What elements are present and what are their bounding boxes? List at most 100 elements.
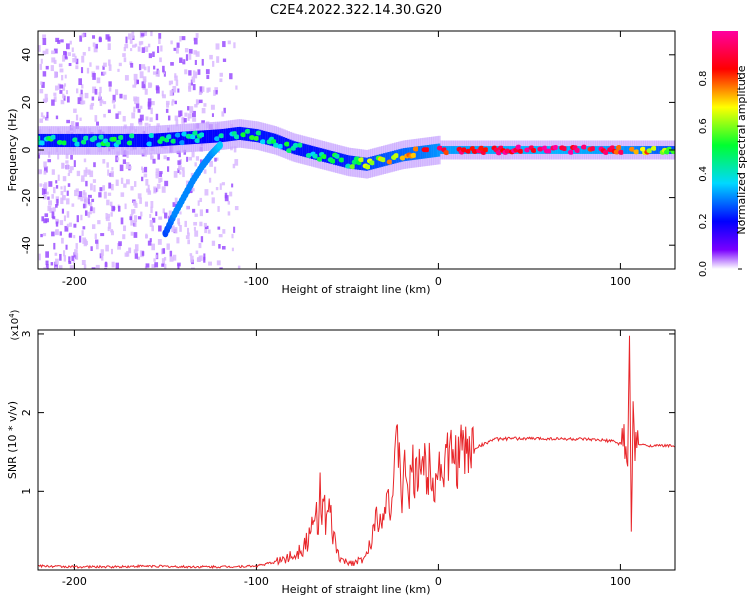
noise-speckle xyxy=(160,177,163,183)
noise-speckle xyxy=(115,89,119,96)
noise-speckle xyxy=(169,256,174,262)
noise-speckle xyxy=(150,100,155,106)
noise-speckle xyxy=(136,256,140,260)
noise-speckle xyxy=(88,46,91,52)
noise-speckle xyxy=(151,217,156,223)
noise-speckle xyxy=(112,94,116,102)
noise-speckle xyxy=(58,63,63,68)
noise-speckle xyxy=(39,63,42,70)
noise-speckle xyxy=(171,225,175,233)
ridge-band xyxy=(332,151,336,165)
ridge-band xyxy=(134,133,138,148)
noise-speckle xyxy=(110,171,114,178)
noise-speckle xyxy=(96,77,101,84)
ridge-peak xyxy=(233,134,240,140)
noise-speckle xyxy=(134,181,137,187)
noise-speckle xyxy=(130,220,135,226)
noise-speckle xyxy=(68,232,73,238)
noise-speckle xyxy=(132,209,136,214)
ridge-peak xyxy=(515,144,522,150)
noise-speckle xyxy=(219,78,223,83)
noise-speckle xyxy=(82,237,87,244)
ridge-band xyxy=(308,145,312,159)
ridge-band xyxy=(131,133,135,148)
noise-speckle xyxy=(174,227,178,234)
noise-speckle xyxy=(166,243,170,250)
ridge-band xyxy=(415,146,419,160)
noise-speckle xyxy=(65,244,68,250)
noise-speckle xyxy=(53,242,56,250)
noise-speckle xyxy=(161,186,166,193)
noise-speckle xyxy=(55,185,59,189)
ridge-peak xyxy=(602,149,609,155)
ridge-band xyxy=(214,129,218,143)
spectrogram-y-ticks: -40 -20 0 20 40 xyxy=(20,48,675,254)
noise-speckle xyxy=(194,59,197,65)
ridge-peak xyxy=(546,148,553,154)
ridge-band xyxy=(295,141,299,155)
noise-speckle xyxy=(148,53,152,59)
noise-speckle xyxy=(140,33,145,37)
noise-speckle xyxy=(75,243,78,249)
noise-speckle xyxy=(177,168,180,174)
noise-speckle xyxy=(163,256,167,261)
noise-speckle xyxy=(50,262,54,266)
ridge-band xyxy=(638,146,642,154)
noise-speckle xyxy=(44,213,49,218)
noise-speckle xyxy=(222,41,226,48)
noise-speckle xyxy=(203,169,207,174)
noise-speckle xyxy=(43,187,47,195)
noise-speckle xyxy=(134,221,137,227)
noise-speckle xyxy=(177,88,180,93)
noise-speckle xyxy=(69,166,74,171)
noise-speckle xyxy=(162,248,166,254)
noise-speckle xyxy=(59,84,64,89)
noise-speckle xyxy=(73,235,76,239)
noise-speckle xyxy=(179,171,182,175)
ridge-peak xyxy=(283,141,290,147)
noise-speckle xyxy=(199,197,203,203)
noise-speckle xyxy=(59,68,64,73)
noise-speckle xyxy=(107,226,110,232)
noise-speckle xyxy=(111,167,114,171)
noise-speckle xyxy=(57,83,61,90)
noise-speckle xyxy=(150,107,153,115)
noise-speckle xyxy=(94,115,98,122)
ridge-peak xyxy=(146,141,153,147)
noise-speckle xyxy=(53,96,57,102)
noise-speckle xyxy=(209,54,213,60)
noise-speckle xyxy=(166,157,170,161)
noise-speckle xyxy=(149,219,153,227)
noise-speckle xyxy=(227,201,231,205)
noise-speckle xyxy=(65,43,70,50)
noise-speckle xyxy=(108,222,112,229)
noise-speckle xyxy=(105,213,108,220)
noise-speckle xyxy=(84,203,88,208)
noise-speckle xyxy=(91,96,95,101)
ridge-band xyxy=(584,146,587,154)
noise-speckle xyxy=(120,177,124,184)
noise-speckle xyxy=(172,202,177,207)
ridge-band xyxy=(40,133,44,148)
noise-speckle xyxy=(107,192,112,196)
noise-speckle xyxy=(233,42,236,49)
noise-speckle xyxy=(129,166,132,170)
noise-speckle xyxy=(194,230,199,237)
noise-speckle xyxy=(93,185,96,192)
snr-y-axis-label: SNR (10 * v/v) xyxy=(6,401,19,479)
noise-speckle xyxy=(51,194,54,199)
ridge-band xyxy=(450,146,454,154)
noise-speckle xyxy=(82,52,86,56)
ridge-band xyxy=(142,133,146,148)
noise-speckle xyxy=(182,59,186,65)
noise-speckle xyxy=(201,120,205,124)
noise-speckle xyxy=(109,201,113,207)
noise-speckle xyxy=(68,256,71,263)
noise-speckle xyxy=(145,116,149,121)
ridge-band xyxy=(361,157,365,171)
noise-speckle xyxy=(62,176,67,182)
noise-speckle xyxy=(140,105,143,109)
ridge-band xyxy=(145,133,149,148)
noise-speckle xyxy=(42,34,47,40)
